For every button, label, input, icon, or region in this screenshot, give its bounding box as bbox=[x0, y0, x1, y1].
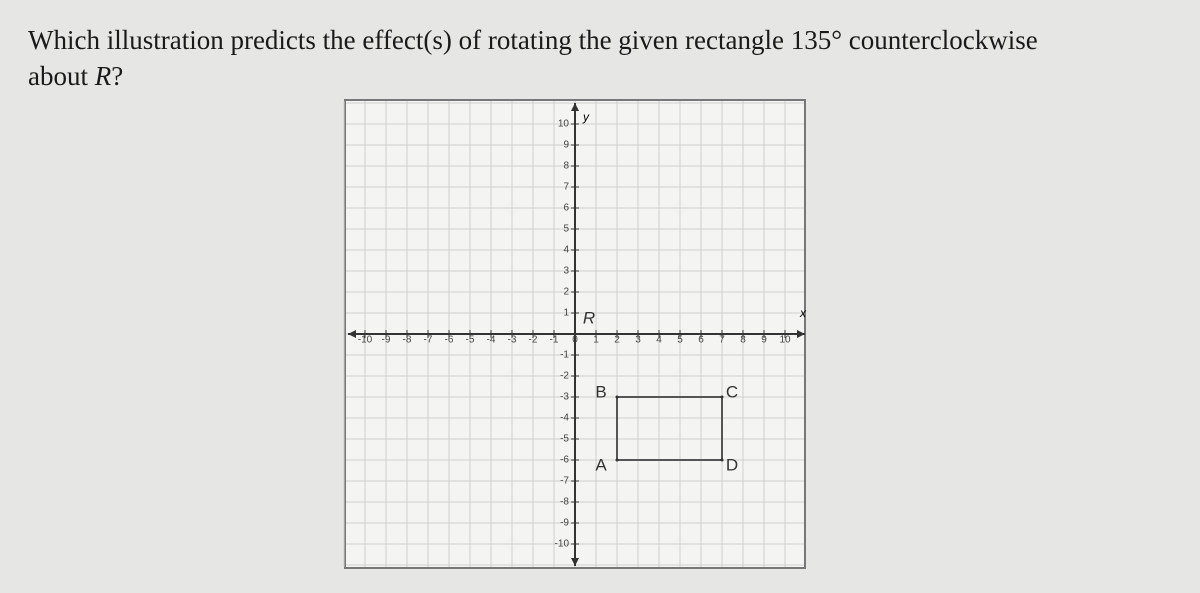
y-tick-label: -5 bbox=[560, 434, 569, 445]
y-tick-label: -6 bbox=[560, 455, 569, 466]
x-tick-label: 10 bbox=[779, 335, 791, 346]
x-tick-label: -10 bbox=[358, 335, 373, 346]
question-text: about bbox=[28, 61, 95, 91]
x-tick-label: -2 bbox=[529, 335, 538, 346]
y-tick-label: 1 bbox=[563, 308, 569, 319]
x-tick-label: 5 bbox=[677, 335, 683, 346]
x-tick-label: -7 bbox=[424, 335, 433, 346]
y-tick-label: 5 bbox=[563, 224, 569, 235]
point-name: R bbox=[94, 61, 112, 91]
x-tick-label: 7 bbox=[719, 335, 725, 346]
x-tick-label: 8 bbox=[740, 335, 746, 346]
x-tick-label: -9 bbox=[382, 335, 391, 346]
y-tick-label: -8 bbox=[560, 497, 569, 508]
point bbox=[615, 395, 619, 399]
y-tick-label: -1 bbox=[560, 350, 569, 361]
point-label: A bbox=[595, 455, 607, 474]
x-tick-label: 0 bbox=[572, 335, 578, 346]
point bbox=[573, 332, 577, 336]
x-axis-label: x bbox=[799, 306, 807, 320]
point-label: R bbox=[583, 308, 595, 327]
x-tick-label: 9 bbox=[761, 335, 767, 346]
y-tick-label: -3 bbox=[560, 392, 569, 403]
y-tick-label: 7 bbox=[563, 182, 569, 193]
y-tick-label: -10 bbox=[555, 539, 570, 550]
x-tick-label: -4 bbox=[487, 335, 496, 346]
y-tick-label: -4 bbox=[560, 413, 569, 424]
x-tick-label: 2 bbox=[614, 335, 620, 346]
question-line: about R? bbox=[28, 58, 1038, 94]
x-tick-label: -8 bbox=[403, 335, 412, 346]
y-tick-label: 4 bbox=[563, 245, 569, 256]
x-tick-label: 1 bbox=[593, 335, 599, 346]
y-tick-label: 8 bbox=[563, 161, 569, 172]
point-label: B bbox=[595, 382, 606, 401]
y-tick-label: 9 bbox=[563, 140, 569, 151]
y-tick-label: 10 bbox=[558, 119, 570, 130]
point-label: D bbox=[726, 455, 738, 474]
y-tick-label: -9 bbox=[560, 518, 569, 529]
y-tick-label: 6 bbox=[563, 203, 569, 214]
x-tick-label: 4 bbox=[656, 335, 662, 346]
question-text: ? bbox=[111, 61, 124, 91]
y-tick-label: 2 bbox=[563, 287, 569, 298]
x-tick-label: -1 bbox=[550, 335, 559, 346]
x-tick-label: -5 bbox=[466, 335, 475, 346]
x-tick-label: -3 bbox=[508, 335, 517, 346]
question: Which illustration predicts the effect(s… bbox=[28, 22, 1038, 94]
point bbox=[720, 395, 724, 399]
y-tick-label: -2 bbox=[560, 371, 569, 382]
x-tick-label: -6 bbox=[445, 335, 454, 346]
y-tick-label: -7 bbox=[560, 476, 569, 487]
point bbox=[615, 458, 619, 462]
y-axis-label: y bbox=[582, 110, 590, 124]
y-tick-label: 3 bbox=[563, 266, 569, 277]
point bbox=[720, 458, 724, 462]
question-line: Which illustration predicts the effect(s… bbox=[28, 25, 1038, 55]
point-label: C bbox=[726, 382, 738, 401]
x-tick-label: 3 bbox=[635, 335, 641, 346]
x-tick-label: 6 bbox=[698, 335, 704, 346]
